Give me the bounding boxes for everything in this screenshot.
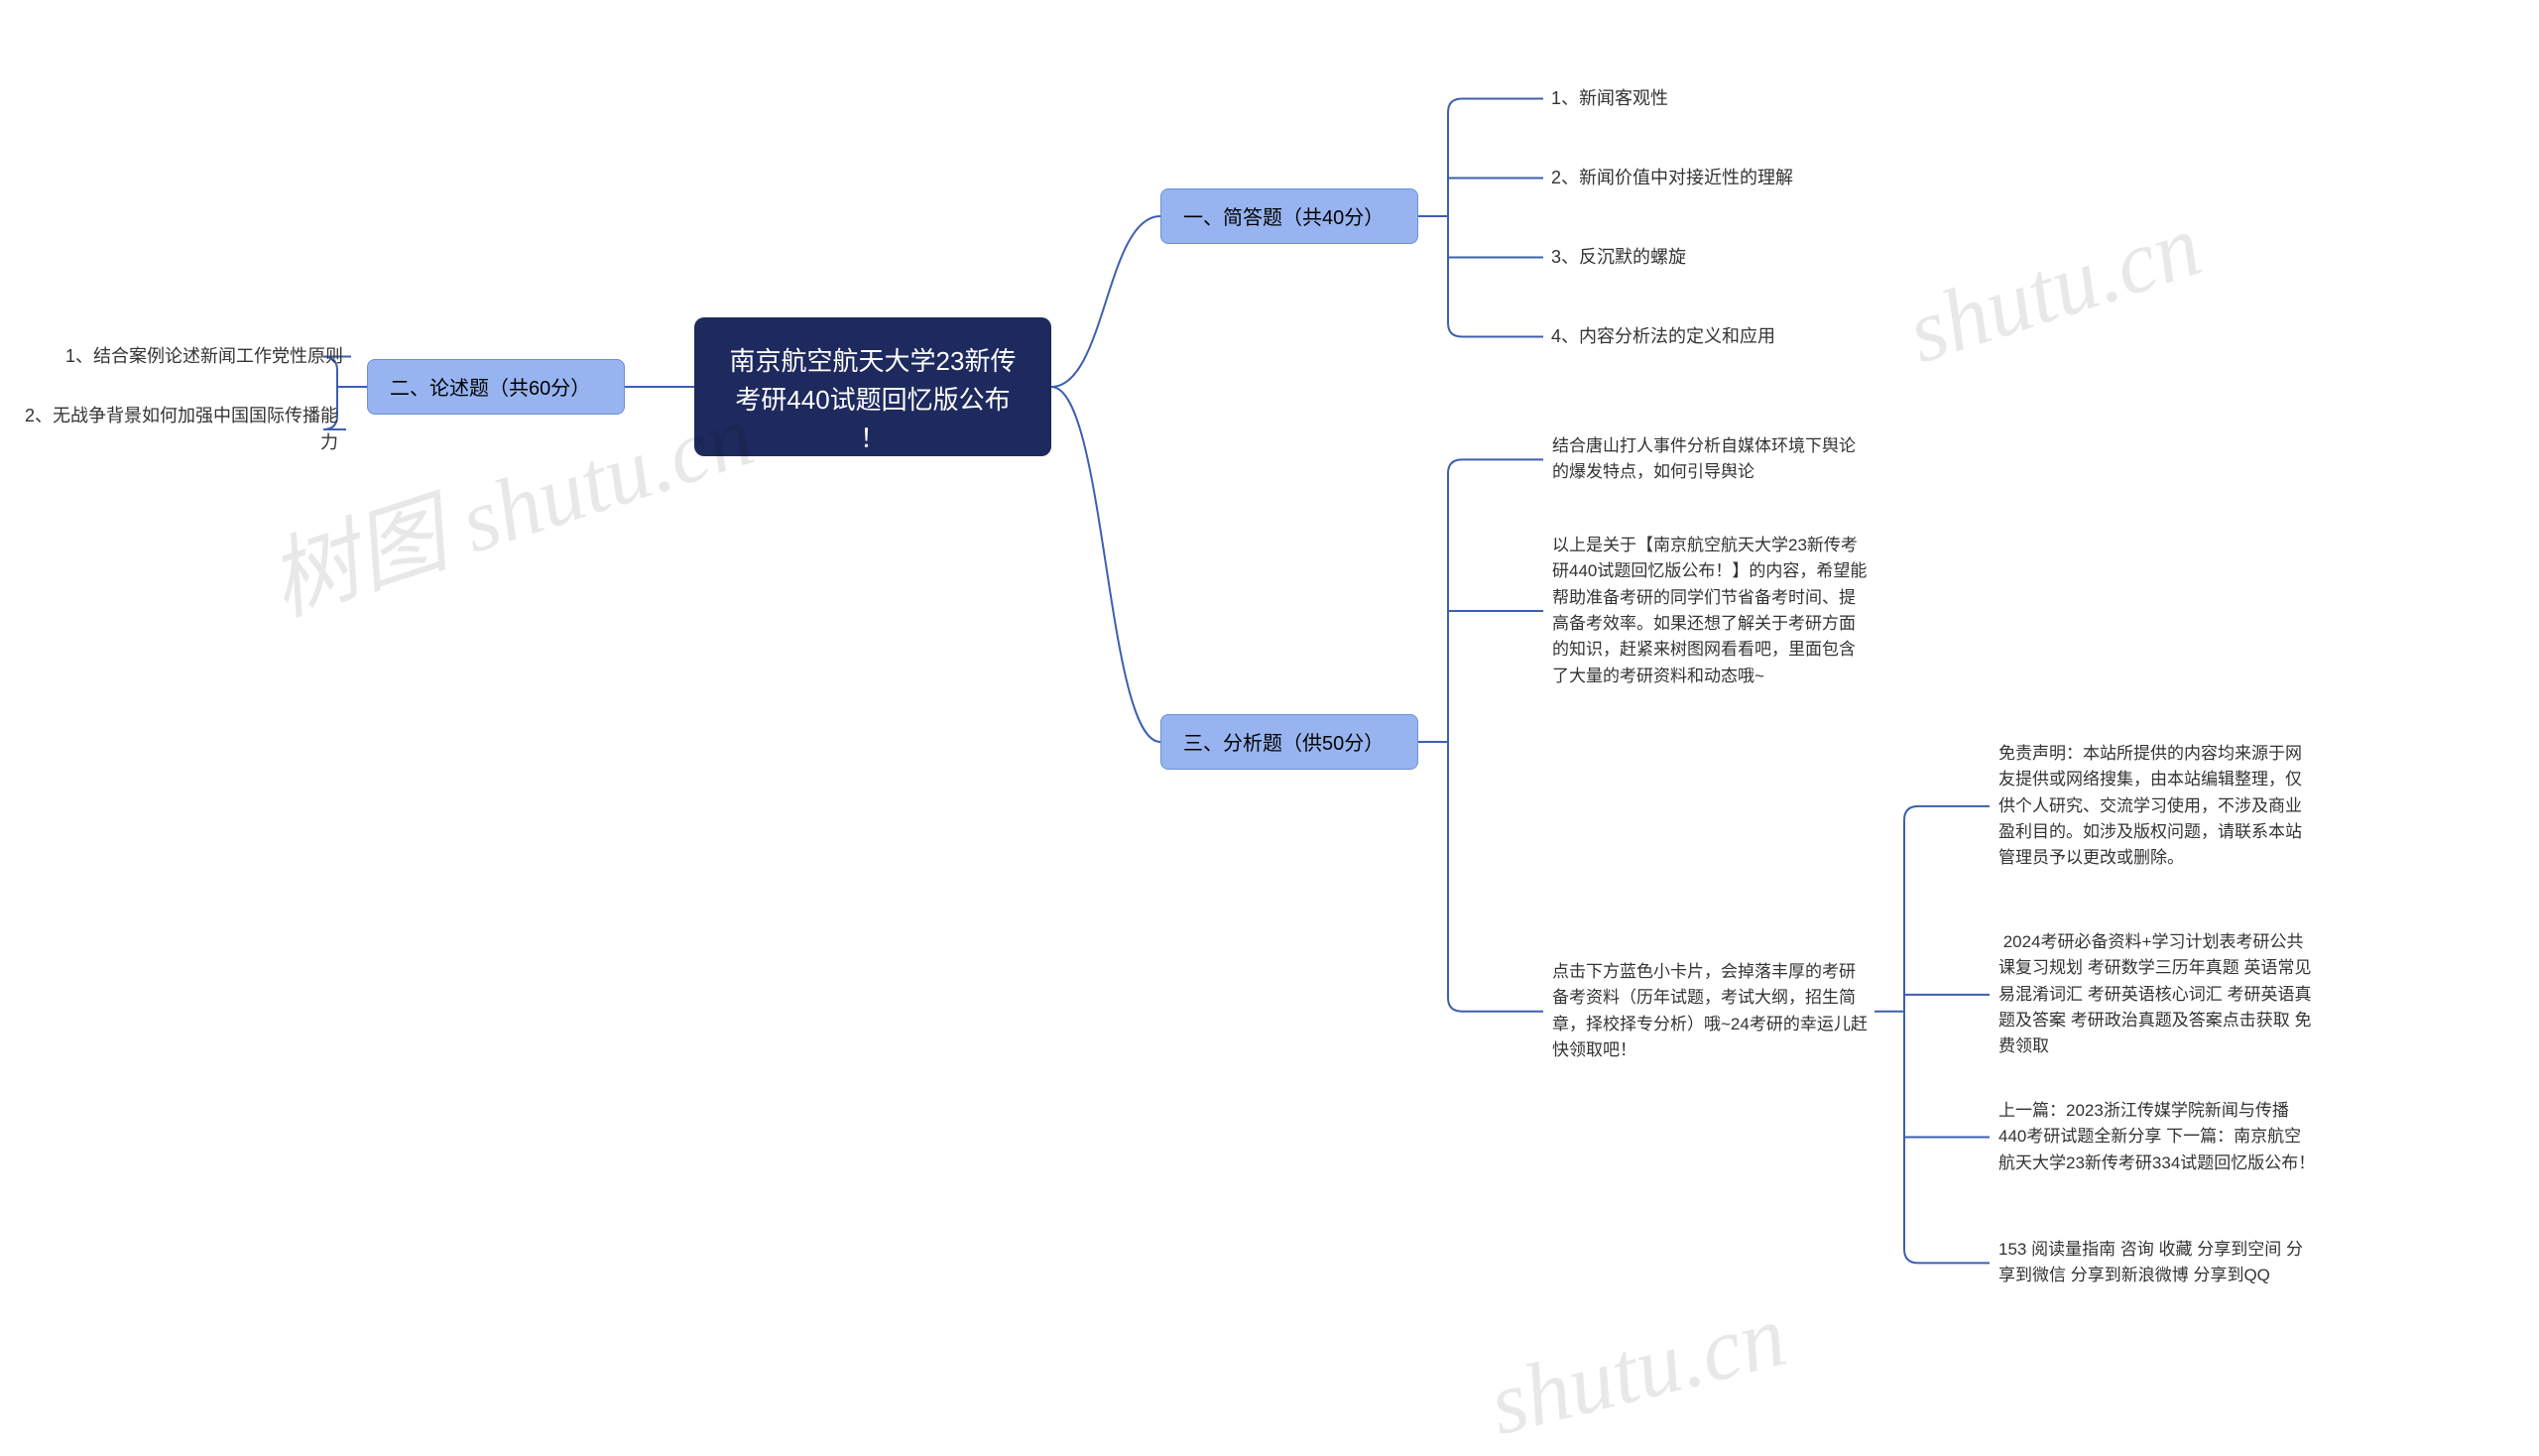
leaf-text: 4、内容分析法的定义和应用 <box>1551 326 1775 346</box>
leaf-block: 点击下方蓝色小卡片，会掉落丰厚的考研备考资料（历年试题，考试大纲，招生简章，择校… <box>1547 952 1874 1070</box>
leaf-block: 结合唐山打人事件分析自媒体环境下舆论的爆发特点，如何引导舆论 <box>1547 426 1874 493</box>
leaf-item: 4、内容分析法的定义和应用 <box>1547 317 1884 356</box>
leaf-text: 2、无战争背景如何加强中国国际传播能力 <box>25 406 338 452</box>
branch-label: 三、分析题（供50分） <box>1183 733 1384 755</box>
leaf-block: 免责声明：本站所提供的内容均来源于网友提供或网络搜集，由本站编辑整理，仅供个人研… <box>1994 734 2321 879</box>
leaf-item: 2、新闻价值中对接近性的理解 <box>1547 159 1884 197</box>
leaf-text: 2、新闻价值中对接近性的理解 <box>1551 168 1793 187</box>
leaf-item: 3、反沉默的螺旋 <box>1547 238 1884 277</box>
leaf-text: 点击下方蓝色小卡片，会掉落丰厚的考研备考资料（历年试题，考试大纲，招生简章，择校… <box>1552 962 1868 1059</box>
branch-essay: 二、论述题（共60分） <box>367 359 625 415</box>
leaf-text: 1、新闻客观性 <box>1551 88 1668 108</box>
branch-analysis: 三、分析题（供50分） <box>1160 714 1418 770</box>
branch-label: 二、论述题（共60分） <box>390 378 590 400</box>
leaf-item: 1、新闻客观性 <box>1547 79 1884 118</box>
leaf-block: ​ 2024考研必备资料+学习计划表考研公共课复习规划 考研数学三历年真题 英语… <box>1994 922 2321 1067</box>
watermark-text: shutu.cn <box>1896 196 2212 383</box>
leaf-block: 以上是关于【南京航空航天大学23新传考研440试题回忆版公布！】的内容，希望能帮… <box>1547 526 1874 696</box>
leaf-item: 1、结合案例论述新闻工作党性原则 <box>30 337 347 376</box>
watermark: shutu.cn <box>1480 1284 1795 1456</box>
leaf-text: 以上是关于【南京航空航天大学23新传考研440试题回忆版公布！】的内容，希望能帮… <box>1552 536 1867 685</box>
leaf-item: 2、无战争背景如何加强中国国际传播能力 <box>5 397 342 462</box>
watermark-text: shutu.cn <box>1481 1286 1795 1454</box>
leaf-text: 上一篇：2023浙江传媒学院新闻与传播440考研试题全新分享 下一篇：南京航空航… <box>1998 1101 2315 1172</box>
leaf-block: 上一篇：2023浙江传媒学院新闻与传播440考研试题全新分享 下一篇：南京航空航… <box>1994 1091 2321 1183</box>
branch-label: 一、简答题（共40分） <box>1183 207 1384 229</box>
branch-short-answer: 一、简答题（共40分） <box>1160 188 1418 244</box>
root-title: 南京航空航天大学23新传考研440试题回忆版公布！ <box>730 346 1017 453</box>
leaf-text: 1、结合案例论述新闻工作党性原则 <box>65 346 343 366</box>
leaf-text: 153 阅读量指南 咨询 收藏 分享到空间 分享到微信 分享到新浪微博 分享到Q… <box>1998 1240 2303 1284</box>
leaf-text: 结合唐山打人事件分析自媒体环境下舆论的爆发特点，如何引导舆论 <box>1552 436 1856 481</box>
watermark: shutu.cn <box>1895 194 2213 384</box>
leaf-block: 153 阅读量指南 咨询 收藏 分享到空间 分享到微信 分享到新浪微博 分享到Q… <box>1994 1230 2321 1296</box>
leaf-text: 3、反沉默的螺旋 <box>1551 247 1686 267</box>
leaf-text: 免责声明：本站所提供的内容均来源于网友提供或网络搜集，由本站编辑整理，仅供个人研… <box>1998 744 2302 867</box>
leaf-text: ​ 2024考研必备资料+学习计划表考研公共课复习规划 考研数学三历年真题 英语… <box>1998 932 2311 1055</box>
